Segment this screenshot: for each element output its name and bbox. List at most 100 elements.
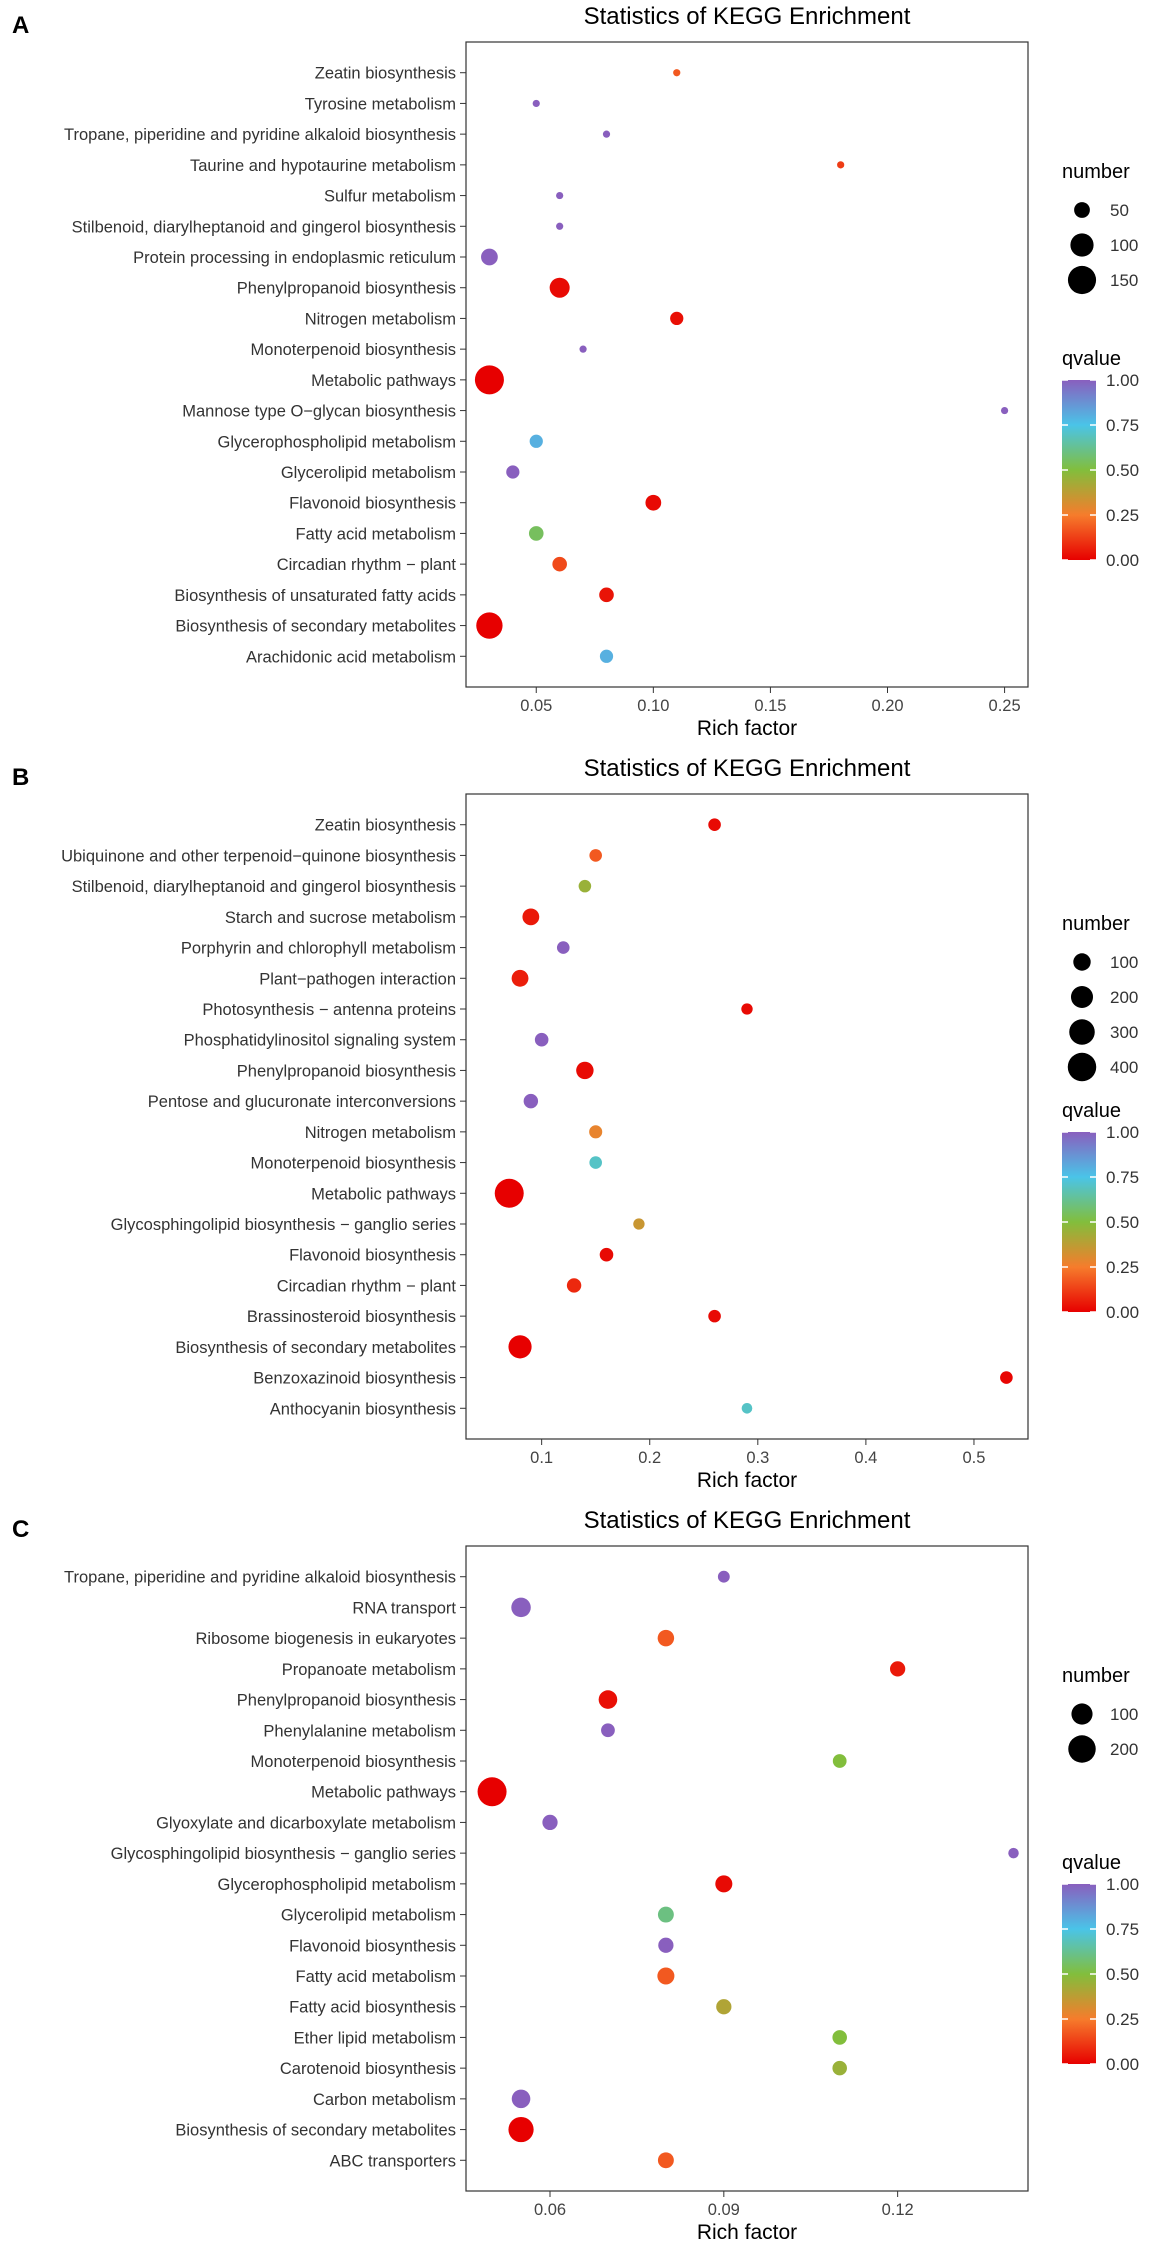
x-tick-label: 0.06 xyxy=(534,2201,566,2219)
x-tick-label: 0.09 xyxy=(708,2201,740,2219)
data-point xyxy=(511,969,529,987)
color-bar-label: 0.50 xyxy=(1106,1213,1139,1232)
x-tick-label: 0.10 xyxy=(637,697,669,715)
y-tick-label: Biosynthesis of unsaturated fatty acids xyxy=(174,587,456,605)
data-point xyxy=(511,1597,531,1618)
y-tick-label: Monoterpenoid biosynthesis xyxy=(251,1753,456,1771)
y-tick-label: Carotenoid biosynthesis xyxy=(280,2060,456,2078)
color-bar-label: 0.25 xyxy=(1106,1258,1139,1277)
y-tick-label: Glycerolipid metabolism xyxy=(281,1907,456,1925)
data-point xyxy=(589,1125,603,1139)
y-tick-label: ABC transporters xyxy=(329,2152,456,2170)
y-tick-label: Ether lipid metabolism xyxy=(294,2029,456,2047)
data-point xyxy=(599,587,614,603)
y-tick-label: Stilbenoid, diarylheptanoid and gingerol… xyxy=(72,878,456,896)
color-bar-label: 0.75 xyxy=(1106,1920,1139,1939)
size-legend-dot xyxy=(1068,1735,1096,1763)
y-tick-label: Sulfur metabolism xyxy=(324,188,456,206)
x-axis-label: Rich factor xyxy=(697,2221,797,2244)
data-point xyxy=(716,1999,732,2015)
data-point xyxy=(589,849,602,862)
data-point xyxy=(657,2152,674,2169)
plot-frame xyxy=(465,1545,1029,2192)
size-legend-label: 100 xyxy=(1110,1705,1138,1724)
data-point xyxy=(715,1875,733,1893)
y-tick-label: Circadian rhythm − plant xyxy=(277,1277,457,1295)
panel-letter: A xyxy=(12,12,30,39)
color-bar-label: 0.50 xyxy=(1106,461,1139,480)
y-tick-label: Tropane, piperidine and pyridine alkaloi… xyxy=(64,1569,456,1587)
y-tick-label: Brassinosteroid biosynthesis xyxy=(247,1308,456,1326)
y-tick-label: RNA transport xyxy=(352,1599,456,1617)
y-tick-label: Arachidonic acid metabolism xyxy=(246,648,456,666)
data-point xyxy=(589,1156,602,1169)
x-axis-label: Rich factor xyxy=(697,717,797,740)
x-tick-label: 0.2 xyxy=(638,1449,661,1467)
size-legend-dot xyxy=(1067,265,1097,295)
size-legend-dot xyxy=(1074,202,1090,218)
y-tick-label: Stilbenoid, diarylheptanoid and gingerol… xyxy=(72,218,456,236)
data-point xyxy=(494,1178,524,1208)
data-point xyxy=(657,1967,675,1985)
data-point xyxy=(474,365,504,395)
y-tick-label: Glycerolipid metabolism xyxy=(281,464,456,482)
y-tick-label: Biosynthesis of secondary metabolites xyxy=(175,1339,456,1357)
y-tick-label: Flavonoid biosynthesis xyxy=(289,1937,456,1955)
data-point xyxy=(529,434,543,448)
x-tick-label: 0.20 xyxy=(871,697,903,715)
data-point xyxy=(602,130,611,138)
data-point xyxy=(523,1093,539,1109)
y-tick-label: Ubiquinone and other terpenoid−quinone b… xyxy=(61,847,456,865)
data-point xyxy=(506,465,520,479)
data-point xyxy=(576,1061,594,1080)
data-point xyxy=(832,2060,847,2076)
y-tick-label: Nitrogen metabolism xyxy=(305,1124,456,1142)
data-point xyxy=(579,345,587,353)
size-legend-label: 200 xyxy=(1110,1740,1138,1759)
data-point xyxy=(556,941,570,954)
y-tick-label: Phenylalanine metabolism xyxy=(263,1722,456,1740)
y-tick-label: Metabolic pathways xyxy=(311,1185,456,1203)
size-legend-label: 50 xyxy=(1110,201,1129,220)
y-tick-label: Nitrogen metabolism xyxy=(305,310,456,328)
size-legend-dot xyxy=(1067,1052,1097,1082)
y-tick-label: Taurine and hypotaurine metabolism xyxy=(190,157,456,175)
y-tick-label: Biosynthesis of secondary metabolites xyxy=(175,618,456,636)
data-point xyxy=(633,1218,645,1230)
kegg-chart-b: Statistics of KEGG Enrichment Zeatin bios… xyxy=(61,755,1139,1492)
y-tick-label: Tyrosine metabolism xyxy=(305,95,456,113)
kegg-chart-c: Statistics of KEGG Enrichment Tropane, pi… xyxy=(64,1507,1139,2244)
data-point xyxy=(528,526,544,541)
size-legend-label: 400 xyxy=(1110,1058,1138,1077)
size-legend-dot xyxy=(1069,1019,1095,1045)
panel-letter: B xyxy=(12,764,30,791)
x-tick-label: 0.15 xyxy=(754,697,786,715)
y-tick-label: Carbon metabolism xyxy=(313,2091,456,2109)
data-point xyxy=(477,1777,507,1807)
y-tick-label: Ribosome biogenesis in eukaryotes xyxy=(196,1630,456,1648)
y-tick-label: Tropane, piperidine and pyridine alkaloi… xyxy=(64,126,456,144)
data-point xyxy=(708,1309,721,1323)
data-point xyxy=(578,879,592,893)
data-point xyxy=(599,649,614,663)
size-legend-title: number xyxy=(1062,161,1130,183)
data-point xyxy=(556,222,564,230)
chart-title: Statistics of KEGG Enrichment xyxy=(584,1507,911,1534)
data-point xyxy=(542,1814,558,1831)
y-tick-label: Flavonoid biosynthesis xyxy=(289,495,456,513)
data-point xyxy=(534,1032,549,1047)
y-tick-label: Fatty acid biosynthesis xyxy=(289,1999,456,2017)
x-tick-label: 0.1 xyxy=(530,1449,553,1467)
size-legend-dot xyxy=(1073,953,1091,971)
y-tick-label: Glyoxylate and dicarboxylate metabolism xyxy=(156,1814,456,1832)
panel-b: B Statistics of KEGG Enrichment Zeatin bi… xyxy=(0,752,1154,1492)
color-legend-title: qvalue xyxy=(1062,1100,1121,1122)
color-bar-label: 0.00 xyxy=(1106,1303,1139,1322)
size-legend-dot xyxy=(1070,233,1094,257)
size-legend-label: 200 xyxy=(1110,988,1138,1007)
data-point xyxy=(657,1629,675,1647)
chart-title: Statistics of KEGG Enrichment xyxy=(584,3,911,30)
data-point xyxy=(741,1402,753,1414)
data-point xyxy=(481,248,498,266)
